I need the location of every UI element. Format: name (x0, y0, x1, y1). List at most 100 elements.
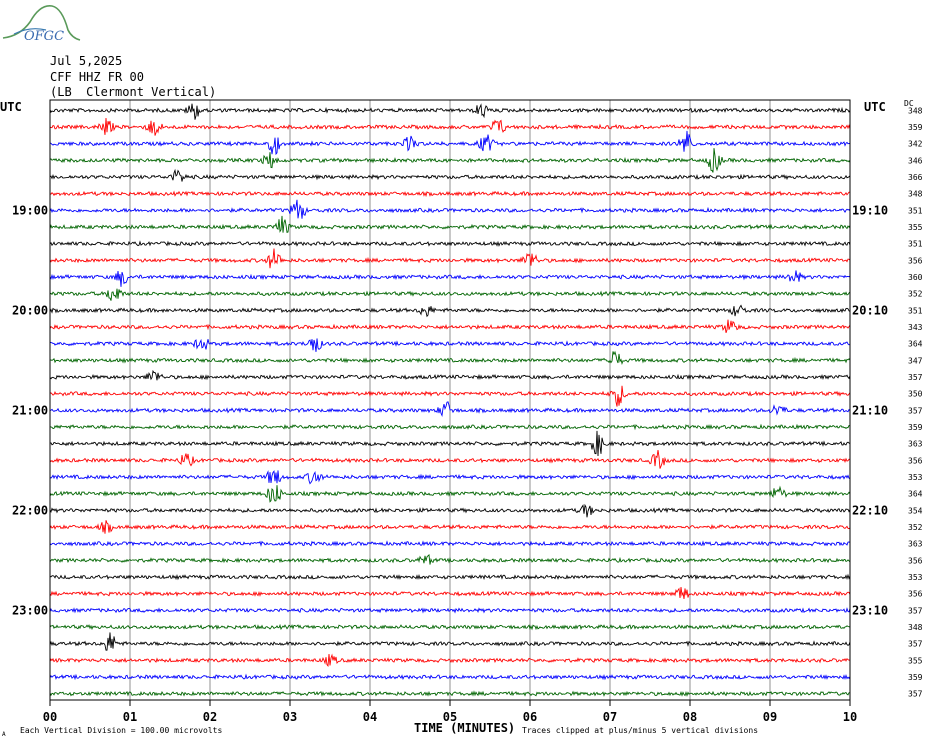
x-tick-label: 02 (203, 710, 217, 724)
trace-row (49, 385, 851, 407)
trace-row (49, 503, 851, 518)
dc-offset-label: 357 (908, 373, 923, 382)
dc-offset-label: 351 (908, 306, 923, 315)
trace-row (49, 673, 851, 681)
dc-offset-label: 357 (908, 640, 923, 649)
dc-offset-label: 357 (908, 690, 923, 699)
dc-offset-label: 347 (908, 356, 923, 365)
trace-row (49, 690, 851, 697)
dc-offset-label: 356 (908, 256, 923, 265)
x-tick-label: 07 (603, 710, 617, 724)
dc-offset-label: 348 (908, 106, 923, 115)
scale-note: Each Vertical Division = 100.00 microvol… (20, 726, 222, 735)
trace-row (49, 470, 851, 485)
plot-labels: 00 01 02 03 04 05 06 07 08 09 10 348 359 342 346 366 348… (12, 106, 923, 724)
trace-row (49, 117, 851, 136)
left-tz-label: UTC (0, 100, 22, 114)
clip-note: Traces clipped at plus/minus 5 vertical … (522, 726, 758, 735)
dc-offset-label: 348 (908, 190, 923, 199)
trace-row (49, 450, 851, 469)
corner-mark: A (2, 731, 6, 738)
x-tick-label: 01 (123, 710, 137, 724)
x-tick-label: 04 (363, 710, 377, 724)
left-hour-label: 22:00 (12, 503, 48, 517)
x-tick-label: 08 (683, 710, 697, 724)
trace-row (49, 632, 851, 651)
left-hour-label: 19:00 (12, 203, 48, 217)
dc-offset-label: 351 (908, 240, 923, 249)
dc-offset-label: 350 (908, 390, 923, 399)
dc-offset-label: 363 (908, 540, 923, 549)
dc-offset-label: 364 (908, 490, 923, 499)
dc-offset-label: 357 (908, 606, 923, 615)
x-tick-label: 09 (763, 710, 777, 724)
trace-row (49, 199, 851, 219)
dc-offset-label: 348 (908, 623, 923, 632)
dc-offset-label: 353 (908, 573, 923, 582)
dc-offset-label: 354 (908, 506, 923, 515)
left-hour-label: 21:00 (12, 403, 48, 417)
dc-offset-label: 352 (908, 290, 923, 299)
dc-offset-label: 360 (908, 273, 923, 282)
dc-offset-label: 356 (908, 556, 923, 565)
x-tick-label: 10 (843, 710, 857, 724)
dc-offset-label: 346 (908, 156, 923, 165)
x-axis-title: TIME (MINUTES) (414, 721, 515, 735)
dc-offset-label: 355 (908, 223, 923, 232)
trace-row (49, 573, 851, 581)
plot-frame (49, 99, 851, 701)
left-hour-label: 20:00 (12, 303, 48, 317)
trace-row (49, 350, 851, 366)
header-location: (LB Clermont Vertical) (50, 85, 217, 99)
trace-row (49, 485, 851, 503)
trace-row (49, 338, 851, 352)
trace-row (49, 130, 851, 156)
trace-row (49, 554, 851, 565)
right-hour-label: 23:10 (852, 603, 888, 617)
ofgc-logo: OFGC (2, 5, 81, 44)
dc-offset-label: 353 (908, 473, 923, 482)
trace-row (49, 270, 851, 287)
dc-offset-label: 363 (908, 440, 923, 449)
trace-row (49, 103, 851, 120)
x-tick-label: 03 (283, 710, 297, 724)
trace-row (49, 401, 851, 418)
trace-row (49, 423, 851, 431)
right-hour-label: 22:10 (852, 503, 888, 517)
trace-row (49, 248, 851, 269)
header-station: CFF HHZ FR 00 (50, 70, 144, 84)
trace-row (49, 319, 851, 333)
trace-row (49, 215, 851, 234)
trace-row (49, 148, 851, 173)
trace-row (49, 587, 851, 600)
dc-offset-label: 351 (908, 206, 923, 215)
plot-grid (49, 100, 851, 706)
trace-row (49, 430, 851, 457)
dc-offset-label: 359 (908, 673, 923, 682)
trace-row (49, 168, 851, 182)
dc-offset-label: 343 (908, 323, 923, 332)
trace-row (49, 540, 851, 547)
logo-text: OFGC (24, 29, 64, 44)
seismic-traces (49, 103, 851, 697)
x-tick-label: 05 (443, 710, 457, 724)
logo-mountain-icon (2, 5, 81, 41)
dc-offset-label: 359 (908, 123, 923, 132)
trace-row (49, 304, 851, 318)
dc-label: DC (904, 99, 914, 108)
x-tick-label: 06 (523, 710, 537, 724)
trace-row (49, 653, 851, 667)
dc-offset-label: 352 (908, 523, 923, 532)
trace-row (49, 607, 851, 614)
dc-offset-label: 366 (908, 173, 923, 182)
trace-row (49, 240, 851, 247)
trace-row (49, 520, 851, 534)
dc-offset-label: 364 (908, 340, 923, 349)
right-hour-label: 19:10 (852, 203, 888, 217)
dc-offset-label: 359 (908, 423, 923, 432)
trace-row (49, 623, 851, 631)
trace-row (49, 369, 851, 381)
dc-offset-label: 356 (908, 456, 923, 465)
dc-offset-label: 355 (908, 656, 923, 665)
